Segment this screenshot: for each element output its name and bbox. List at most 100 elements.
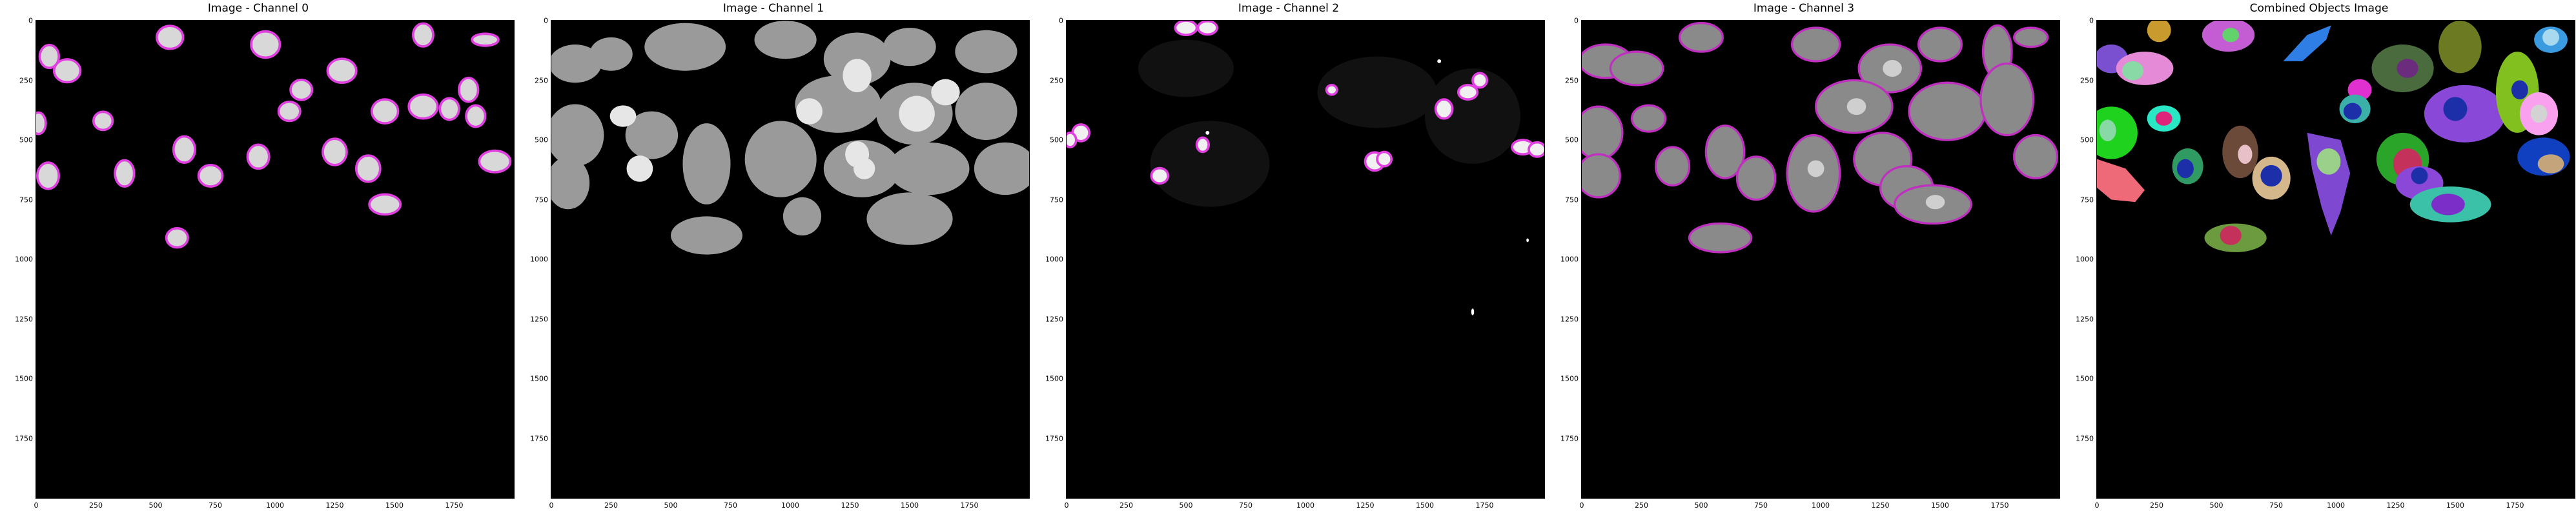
x-tick-label: 500: [664, 501, 678, 510]
y-tick-label: 1750: [530, 434, 548, 443]
x-tick-label: 1500: [901, 501, 919, 510]
y-tick-label: 500: [19, 136, 33, 144]
x-tick-label: 750: [1239, 501, 1252, 510]
x-axis: 0 250 500 750 1000 1250 1500 1750: [1067, 499, 1544, 514]
image-canvas-channel-3[interactable]: [1581, 20, 2060, 499]
x-axis: 0 250 500 750 1000 1250 1500 1750: [2097, 499, 2575, 514]
panel-channel-0: Image - Channel 0 0 250 500: [0, 0, 516, 518]
y-tick-label: 0: [28, 17, 33, 25]
x-tick-label: 0: [34, 501, 39, 510]
channel-2-image: [1067, 21, 1544, 498]
combined-objects-image: [2097, 21, 2575, 498]
x-tick-label: 0: [2095, 501, 2100, 510]
y-tick-label: 0: [544, 17, 548, 25]
y-tick-label: 1000: [1560, 255, 1579, 264]
x-tick-label: 0: [1580, 501, 1584, 510]
x-tick-label: 1000: [781, 501, 799, 510]
x-tick-label: 0: [1065, 501, 1069, 510]
y-tick-label: 1250: [530, 315, 548, 323]
panel-title: Image - Channel 1: [515, 2, 1032, 15]
x-axis: 0 250 500 750 1000 1250 1500 1750: [36, 499, 514, 514]
x-tick-label: 1000: [2327, 501, 2345, 510]
x-axis: 0 250 500 750 1000 1250 1500 1750: [551, 499, 1029, 514]
y-tick-label: 0: [1574, 17, 1579, 25]
panel-title: Image - Channel 0: [0, 2, 516, 15]
y-tick-label: 750: [1050, 195, 1063, 204]
y-tick-label: 1750: [1045, 434, 1063, 443]
x-tick-label: 500: [2210, 501, 2223, 510]
panel-combined-objects: Combined Objects Image: [2061, 0, 2576, 518]
channel-0-image: [36, 21, 514, 498]
x-tick-label: 1750: [1476, 501, 1494, 510]
y-tick-label: 250: [19, 76, 33, 85]
y-tick-label: 500: [1050, 136, 1063, 144]
x-tick-label: 250: [1635, 501, 1648, 510]
channel-1-image: [551, 21, 1029, 498]
y-tick-label: 1250: [15, 315, 33, 323]
x-tick-label: 250: [604, 501, 618, 510]
image-canvas-channel-0[interactable]: [36, 20, 515, 499]
x-tick-label: 1250: [2387, 501, 2405, 510]
y-axis: 0 250 500 750 1000 1250 1500 1750: [515, 21, 551, 498]
x-tick-label: 1250: [326, 501, 344, 510]
y-axis: 0 250 500 750 1000 1250 1500 1750: [2061, 21, 2096, 498]
x-tick-label: 500: [149, 501, 163, 510]
x-tick-label: 1750: [961, 501, 979, 510]
x-tick-label: 1500: [1931, 501, 1949, 510]
x-tick-label: 1500: [385, 501, 404, 510]
y-tick-label: 1250: [1560, 315, 1579, 323]
x-tick-label: 750: [724, 501, 737, 510]
x-axis: 0 250 500 750 1000 1250 1500 1750: [1582, 499, 2060, 514]
y-tick-label: 1750: [2076, 434, 2094, 443]
image-canvas-channel-2[interactable]: [1066, 20, 1545, 499]
x-tick-label: 1750: [2506, 501, 2524, 510]
y-tick-label: 1000: [15, 255, 33, 264]
x-tick-label: 1250: [1356, 501, 1375, 510]
x-tick-label: 1500: [1416, 501, 1434, 510]
y-tick-label: 1500: [2076, 375, 2094, 383]
panel-channel-3: Image - Channel 3: [1546, 0, 2062, 518]
y-axis: 0 250 500 750 1000 1250 1500 1750: [1030, 21, 1066, 498]
y-tick-label: 0: [2089, 17, 2094, 25]
x-tick-label: 250: [1119, 501, 1133, 510]
x-tick-label: 750: [2269, 501, 2283, 510]
y-tick-label: 500: [1565, 136, 1579, 144]
y-tick-label: 1000: [2076, 255, 2094, 264]
y-tick-label: 500: [535, 136, 548, 144]
x-tick-label: 250: [2150, 501, 2163, 510]
y-tick-label: 0: [1059, 17, 1063, 25]
y-tick-label: 1000: [530, 255, 548, 264]
x-tick-label: 500: [1180, 501, 1193, 510]
y-axis: 0 250 500 750 1000 1250 1500 1750: [0, 21, 36, 498]
y-tick-label: 1750: [1560, 434, 1579, 443]
x-tick-label: 750: [209, 501, 222, 510]
panel-channel-2: Image - Channel 2 0 250: [1030, 0, 1547, 518]
y-tick-label: 250: [2080, 76, 2094, 85]
x-tick-label: 1750: [445, 501, 464, 510]
x-tick-label: 1250: [1872, 501, 1890, 510]
channel-3-image: [1582, 21, 2060, 498]
y-tick-label: 1500: [1560, 375, 1579, 383]
panel-title: Image - Channel 3: [1546, 2, 2062, 15]
y-tick-label: 250: [535, 76, 548, 85]
y-tick-label: 1500: [1045, 375, 1063, 383]
x-tick-label: 0: [549, 501, 554, 510]
x-tick-label: 1250: [841, 501, 859, 510]
y-tick-label: 750: [19, 195, 33, 204]
y-tick-label: 1500: [15, 375, 33, 383]
y-tick-label: 1000: [1045, 255, 1063, 264]
y-tick-label: 1250: [2076, 315, 2094, 323]
x-tick-label: 1500: [2446, 501, 2464, 510]
x-tick-label: 1000: [1812, 501, 1830, 510]
x-tick-label: 1000: [266, 501, 284, 510]
y-tick-label: 1500: [530, 375, 548, 383]
x-tick-label: 1000: [1296, 501, 1314, 510]
image-canvas-combined[interactable]: [2096, 20, 2575, 499]
panel-title: Image - Channel 2: [1030, 2, 1547, 15]
panel-channel-1: Image - Channel 1: [515, 0, 1032, 518]
panel-title: Combined Objects Image: [2061, 2, 2576, 15]
y-tick-label: 250: [1050, 76, 1063, 85]
y-tick-label: 750: [1565, 195, 1579, 204]
x-tick-label: 750: [1754, 501, 1768, 510]
image-canvas-channel-1[interactable]: [551, 20, 1030, 499]
